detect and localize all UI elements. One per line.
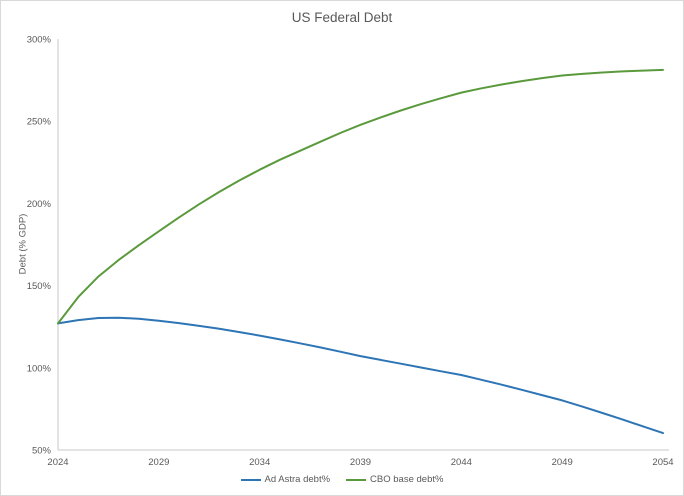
- legend-item-ad-astra[interactable]: Ad Astra debt%: [240, 474, 331, 485]
- x-tick-label: 2034: [249, 457, 270, 468]
- y-tick-label: 50%: [32, 446, 52, 457]
- legend-swatch-ad-astra-line: [240, 478, 261, 481]
- x-tick-label: 2054: [652, 457, 673, 468]
- chart-title: US Federal Debt: [291, 10, 393, 25]
- x-tick-label: 2024: [47, 457, 68, 468]
- y-tick-label: 200%: [27, 199, 52, 210]
- x-tick-label: 2044: [451, 457, 472, 468]
- x-tick-label: 2049: [552, 457, 573, 468]
- x-tick-label: 2029: [148, 457, 169, 468]
- y-tick-label: 100%: [27, 363, 52, 374]
- y-tick-label: 300%: [27, 35, 52, 46]
- x-tick-label: 2039: [350, 457, 371, 468]
- y-tick-label: 150%: [27, 281, 52, 292]
- legend-item-cbo-base[interactable]: CBO base debt%: [346, 474, 443, 485]
- series-line-cbo-base[interactable]: [57, 68, 664, 325]
- legend-swatch-cbo-base-line: [346, 478, 367, 481]
- series-line-ad-astra[interactable]: [57, 316, 664, 435]
- y-tick-label: 250%: [27, 117, 52, 128]
- legend-label-cbo-base: CBO base debt%: [370, 474, 444, 485]
- legend-label-ad-astra: Ad Astra debt%: [264, 474, 331, 485]
- legend: Ad Astra debt% CBO base debt%: [1, 474, 683, 485]
